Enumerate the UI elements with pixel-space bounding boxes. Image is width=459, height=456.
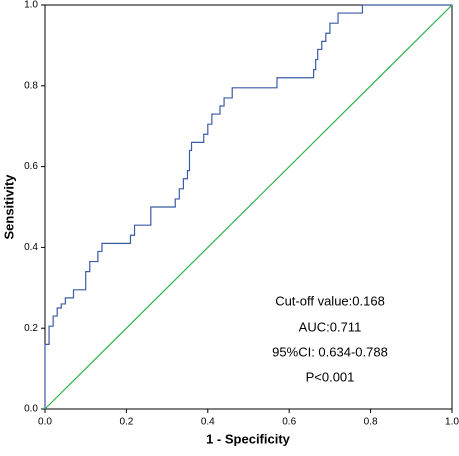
x-tick-label: 0.6: [282, 417, 296, 428]
reference-line: [44, 4, 453, 410]
y-tick-label: 1.0: [24, 0, 38, 11]
annotation: 95%CI: 0.634-0.788: [272, 344, 388, 359]
annotation: P<0.001: [306, 369, 355, 384]
x-tick-label: 0.8: [364, 417, 378, 428]
x-tick-label: 0.2: [119, 417, 133, 428]
annotation: AUC:0.711: [299, 319, 362, 334]
y-tick-label: 0.6: [24, 161, 38, 172]
x-tick-label: 1.0: [445, 417, 459, 428]
plot-frame: [44, 4, 453, 410]
y-tick-label: 0.0: [24, 404, 38, 415]
y-tick-label: 0.4: [24, 242, 38, 253]
x-axis-title: 1 - Specificity: [206, 431, 291, 446]
annotation: Cut-off value:0.168: [275, 293, 385, 308]
y-axis-title: Sensitivity: [1, 174, 16, 240]
x-tick-label: 0.4: [201, 417, 215, 428]
roc-curve: [44, 4, 452, 409]
y-tick-label: 0.2: [24, 323, 38, 334]
x-tick-label: 0.0: [38, 417, 52, 428]
y-tick-label: 0.8: [24, 80, 38, 91]
